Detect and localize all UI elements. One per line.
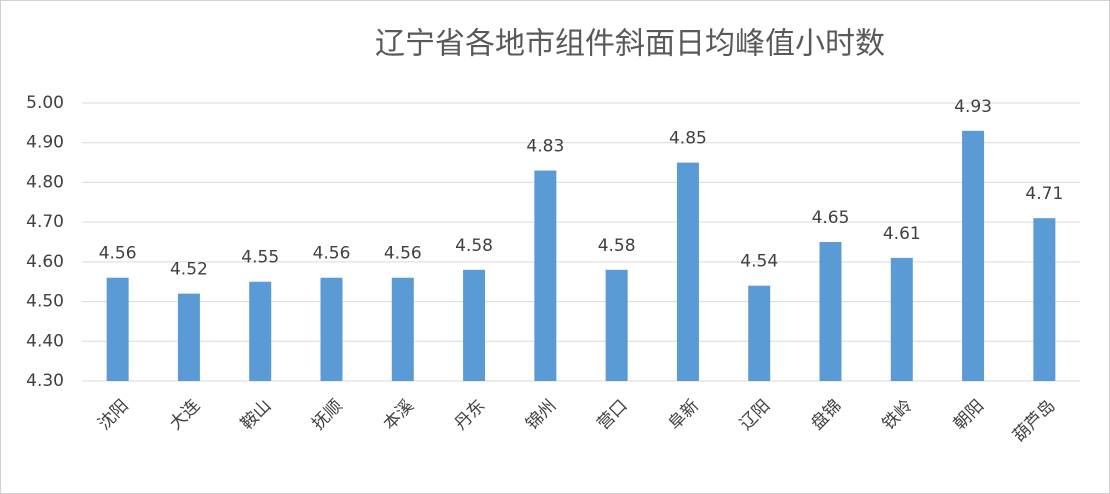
y-tick-label: 4.90 [26,133,64,153]
bar [534,170,557,381]
data-label: 4.54 [740,252,778,272]
y-tick-label: 4.70 [26,212,64,232]
bar [106,277,129,381]
data-label: 4.55 [241,248,279,268]
y-tick-label: 4.50 [26,292,64,312]
data-label: 4.56 [384,244,422,264]
bar [890,257,913,381]
y-tick-label: 4.30 [26,371,64,391]
bar [249,281,272,381]
bar [463,269,486,381]
chart-title: 辽宁省各地市组件斜面日均峰值小时数 [375,27,885,62]
data-label: 4.65 [812,208,850,228]
bar [391,277,414,381]
bar [605,269,628,381]
bar [819,242,842,381]
data-label: 4.93 [954,97,992,117]
y-tick-label: 5.00 [26,93,64,113]
data-label: 4.58 [455,236,493,256]
bar [676,162,699,381]
data-label: 4.85 [669,129,707,149]
bar [177,293,200,381]
bar [748,285,771,381]
bar [1033,218,1056,381]
y-tick-label: 4.40 [26,331,64,351]
bar [320,277,343,381]
data-label: 4.61 [883,224,921,244]
y-tick-label: 4.60 [26,252,64,272]
data-label: 4.56 [313,244,351,264]
data-label: 4.52 [170,260,208,280]
data-label: 4.71 [1025,184,1063,204]
data-label: 4.58 [598,236,636,256]
y-tick-label: 4.80 [26,172,64,192]
bar [962,130,985,381]
data-label: 4.56 [99,244,137,264]
data-label: 4.83 [526,137,564,157]
